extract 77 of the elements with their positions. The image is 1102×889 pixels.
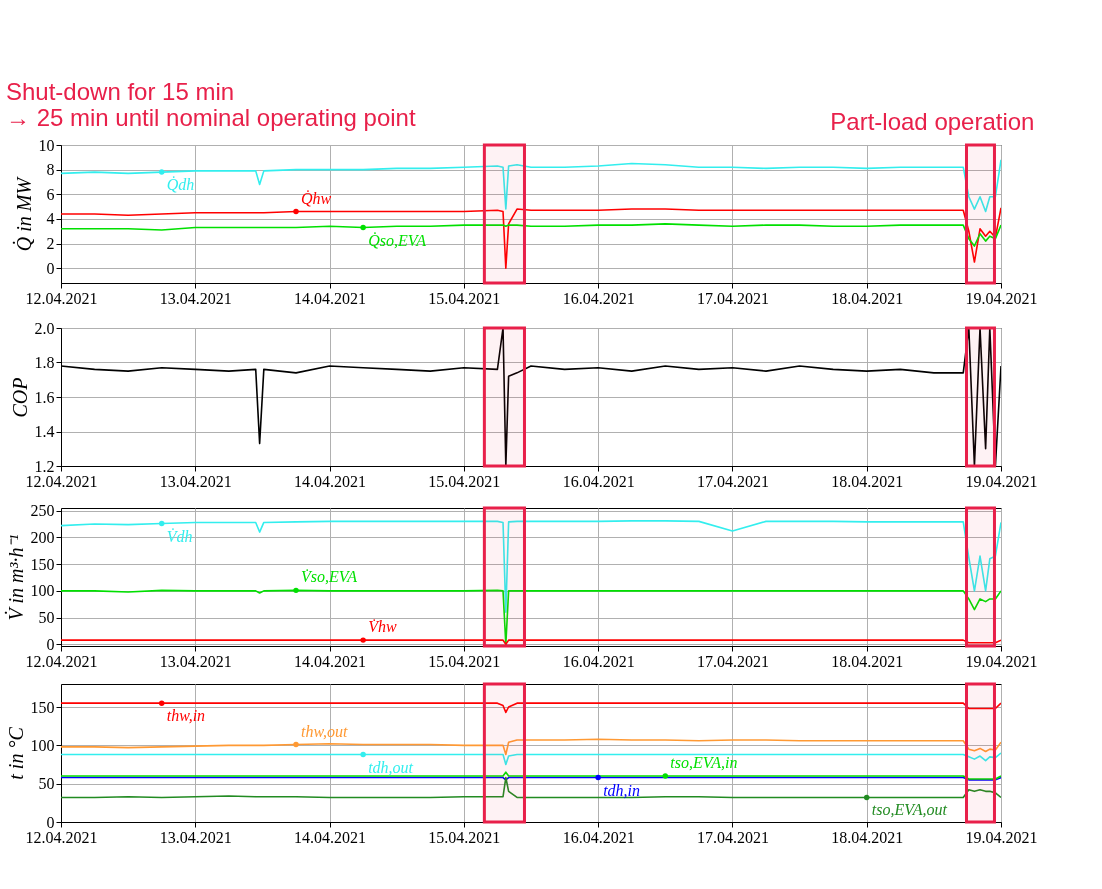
y-tick-label: 2 xyxy=(46,235,55,253)
y-tick-label: 100 xyxy=(30,582,55,600)
y-tick-label: 50 xyxy=(38,609,55,627)
x-tick-label: 13.04.2021 xyxy=(159,472,232,490)
y-tick-label: 150 xyxy=(30,698,55,716)
series-label: tso,EVA,in xyxy=(670,754,738,771)
x-tick-label: 12.04.2021 xyxy=(25,828,98,846)
x-tick-label: 16.04.2021 xyxy=(562,652,635,670)
x-tick-label: 14.04.2021 xyxy=(294,289,367,307)
line-series xyxy=(61,776,1001,799)
x-tick-label: 17.04.2021 xyxy=(696,289,769,307)
series-label: Q̇dh xyxy=(166,176,195,194)
x-tick-label: 14.04.2021 xyxy=(294,828,367,846)
y-tick-label: 1.4 xyxy=(34,423,55,440)
x-tick-label: 18.04.2021 xyxy=(831,652,904,670)
y-tick-label: 1.2 xyxy=(34,457,55,475)
x-tick-label: 12.04.2021 xyxy=(25,289,98,307)
line-series xyxy=(61,158,1001,213)
x-tick-label: 19.04.2021 xyxy=(965,289,1038,307)
series-label: thw,out xyxy=(301,722,348,740)
y-tick-label: 250 xyxy=(30,502,55,520)
x-tick-label: 12.04.2021 xyxy=(25,652,98,670)
x-tick-label: 15.04.2021 xyxy=(428,289,501,307)
y-axis-title: Q̇ in MW xyxy=(12,175,35,252)
y-tick-label: 10 xyxy=(38,136,55,154)
series-label: thw,in xyxy=(166,707,206,725)
x-tick-label: 13.04.2021 xyxy=(159,289,232,307)
y-tick-label: 2.0 xyxy=(34,319,55,337)
y-tick-label: 100 xyxy=(30,736,55,754)
y-tick-label: 150 xyxy=(30,555,55,573)
x-tick-label: 19.04.2021 xyxy=(965,472,1038,490)
series-label: V̇hw xyxy=(368,618,397,636)
x-tick-label: 19.04.2021 xyxy=(965,652,1038,670)
line-series xyxy=(61,207,1001,270)
x-tick-label: 16.04.2021 xyxy=(562,289,635,307)
x-tick-label: 13.04.2021 xyxy=(159,652,232,670)
x-tick-label: 19.04.2021 xyxy=(965,828,1038,846)
x-tick-label: 15.04.2021 xyxy=(428,828,501,846)
series-label: tdh,out xyxy=(368,758,414,776)
y-tick-label: 0 xyxy=(46,813,55,831)
series-label: Q̇so,EVA xyxy=(368,231,427,249)
series-label: V̇dh xyxy=(166,527,193,545)
series-label: Q̇hw xyxy=(301,189,332,207)
series-label: tso,EVA,out xyxy=(871,801,948,819)
x-tick-label: 13.04.2021 xyxy=(159,828,232,846)
y-tick-label: 6 xyxy=(46,185,55,203)
x-tick-label: 17.04.2021 xyxy=(696,652,769,670)
line-series xyxy=(61,520,1001,614)
x-tick-label: 12.04.2021 xyxy=(25,472,98,490)
x-tick-label: 17.04.2021 xyxy=(696,828,769,846)
band-label: Part-load operation xyxy=(830,108,1035,135)
x-tick-label: 14.04.2021 xyxy=(294,472,367,490)
line-series xyxy=(61,223,1001,247)
x-tick-label: 16.04.2021 xyxy=(562,828,635,846)
y-tick-label: 8 xyxy=(46,161,55,179)
y-axis-title: V̇ in m³·h⁻¹ xyxy=(4,534,27,621)
y-tick-label: 1.6 xyxy=(34,388,55,406)
x-tick-label: 17.04.2021 xyxy=(696,472,769,490)
y-tick-label: 0 xyxy=(46,259,55,277)
series-label: V̇so,EVA xyxy=(301,568,358,586)
x-tick-label: 14.04.2021 xyxy=(294,652,367,670)
y-axis-title: t in °C xyxy=(4,726,27,780)
x-tick-label: 15.04.2021 xyxy=(428,472,501,490)
y-tick-label: 0 xyxy=(46,635,55,653)
x-tick-label: 15.04.2021 xyxy=(428,652,501,670)
x-tick-label: 18.04.2021 xyxy=(831,289,904,307)
y-tick-label: 50 xyxy=(38,775,55,793)
line-series xyxy=(61,738,1001,756)
x-tick-label: 18.04.2021 xyxy=(831,472,904,490)
series-label: tdh,in xyxy=(603,781,641,799)
band-label: Shut-down for 15 min → 25 min until nominal operating point xyxy=(6,78,416,131)
y-tick-label: 1.8 xyxy=(34,354,55,371)
y-axis-title: COP xyxy=(8,377,31,418)
y-tick-label: 200 xyxy=(30,528,55,546)
x-tick-label: 18.04.2021 xyxy=(831,828,904,846)
x-tick-label: 16.04.2021 xyxy=(562,472,635,490)
y-tick-label: 4 xyxy=(46,210,55,228)
